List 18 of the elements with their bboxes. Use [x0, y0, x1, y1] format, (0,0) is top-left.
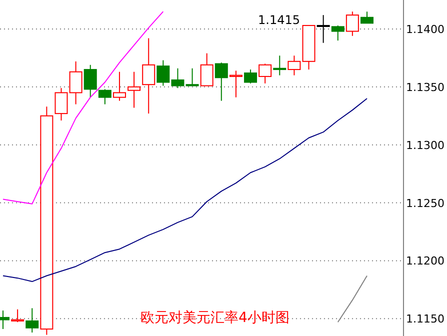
candlestick: [142, 38, 156, 114]
line-series: [2, 98, 368, 282]
y-tick-label: 1.1250: [406, 196, 444, 210]
candlestick: [229, 70, 242, 98]
candlestick: [316, 14, 330, 44]
text: 欧元对美元汇率4小时图: [140, 310, 290, 326]
candlestick: [40, 106, 54, 336]
y-tick-label: 1.1300: [406, 138, 444, 152]
candlestick: [288, 55, 301, 76]
line-series: [2, 11, 164, 204]
y-tick-label: 1.1350: [406, 80, 444, 94]
candlestick: [273, 55, 286, 76]
annotation: 1.1415: [258, 13, 300, 27]
y-tick-label: 1.1150: [406, 312, 444, 326]
candlestick: [128, 71, 141, 108]
candlestick: [69, 60, 82, 105]
y-tick-label: 1.1200: [406, 254, 444, 268]
y-tick-label: 1.1400: [406, 22, 444, 36]
